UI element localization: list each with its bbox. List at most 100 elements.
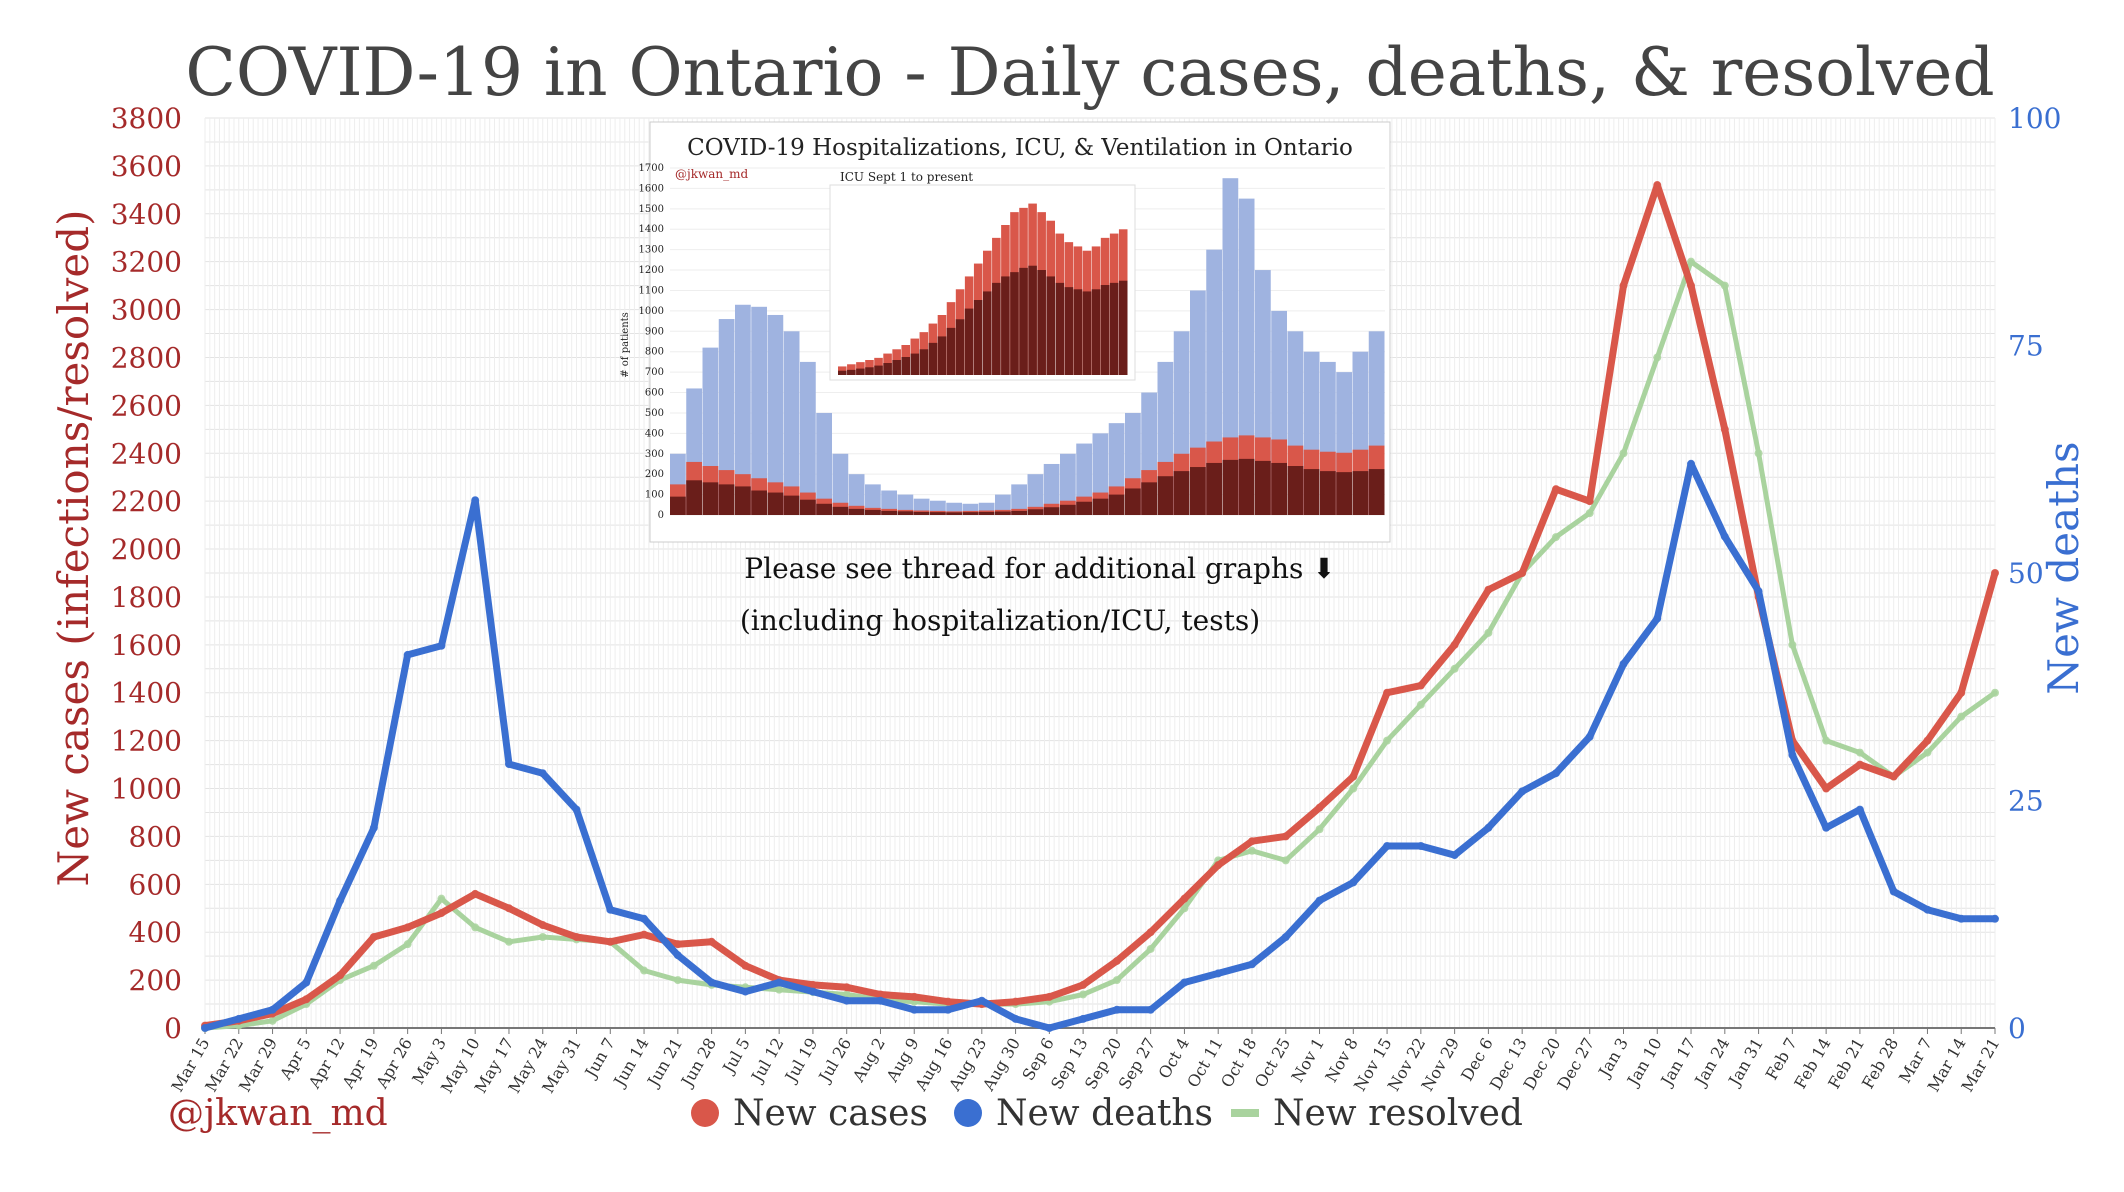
inset-tick-label: 1100 [639,285,664,296]
inset-tick-label: 1700 [639,163,664,174]
sub-vent-bar [1109,282,1119,375]
right-tick-label: 50 [2008,557,2044,590]
inset-vent-bar [767,492,784,515]
inset-tick-label: 200 [645,469,664,480]
author-handle: @jkwan_md [168,1093,388,1134]
inset-ylabel: # of patients [620,312,631,378]
inset-vent-bar [848,508,865,515]
right-tick-label: 100 [2008,102,2061,135]
inset-tick-label: 1200 [639,265,664,276]
left-tick-label: 800 [129,820,182,853]
inset-vent-bar [962,512,979,515]
left-tick-label: 2200 [111,485,182,518]
inset-tick-label: 700 [645,367,664,378]
inset-tick-label: 600 [645,388,664,399]
inset-tick-label: 1300 [639,245,664,256]
left-tick-label: 2800 [111,341,182,374]
x-tick-label: Jul 5 [718,1035,754,1078]
inset-vent-bar [978,511,995,515]
series-line [202,259,1998,1031]
inset-vent-bar [995,511,1011,515]
inset-vent-bar [832,506,849,515]
sub-vent-bar [847,369,856,375]
sub-vent-bar [892,360,901,375]
sub-vent-bar [901,357,910,375]
x-tick-label: Jul 26 [814,1035,855,1087]
inset-vent-bar [1222,459,1239,515]
sub-vent-bar [937,336,947,375]
series-new-deaths [201,459,1999,1032]
sub-vent-bar [1010,272,1019,375]
left-tick-label: 3800 [111,102,182,135]
legend-label: New deaths [996,1093,1213,1134]
sub-vent-bar [1037,270,1046,375]
inset-vent-bar [751,490,767,515]
sub-vent-bar [1028,265,1037,375]
inset-hospital-bar [1222,178,1239,516]
inset-tick-label: 800 [645,347,664,358]
right-tick-label: 0 [2008,1012,2026,1045]
inset-vent-bar [800,499,816,515]
sub-icu-bar [847,364,856,375]
right-tick-label: 25 [2008,785,2044,818]
inset-vent-bar [1157,476,1174,515]
inset-hospital-bar [783,331,800,515]
sub-vent-bar [910,353,920,375]
inset-vent-bar [897,511,914,515]
inset-hospitalization-chart: COVID-19 Hospitalizations, ICU, & Ventil… [620,121,1391,543]
sub-vent-bar [1091,289,1101,375]
inset-hospital-bar [816,412,832,515]
inset-hospital-bar [735,304,751,515]
legend-swatch [691,1099,719,1127]
inset-vent-bar [1092,498,1109,515]
right-tick-label: 75 [2008,330,2044,363]
inset-tick-label: 500 [645,408,664,419]
sub-vent-bar [1055,282,1065,375]
inset-vent-bar [1255,460,1271,515]
inset-vent-bar [1043,507,1060,515]
inset-vent-bar [1173,471,1190,515]
inset-vent-bar [946,512,962,515]
x-tick-label: Jul 12 [747,1035,788,1087]
inset-vent-bar [1108,494,1125,515]
inset-vent-bar [1238,458,1255,515]
series-layer [201,181,1999,1032]
icu-sub-chart: ICU Sept 1 to present [829,170,1136,381]
sub-vent-bar [856,368,865,375]
inset-hospital-bar [962,503,979,515]
inset-vent-bar [1352,471,1369,515]
left-tick-label: 3400 [111,198,182,231]
left-tick-label: 400 [129,916,182,949]
left-tick-label: 3600 [111,150,182,183]
sub-vent-bar [983,291,992,375]
inset-title: COVID-19 Hospitalizations, ICU, & Ventil… [687,135,1353,161]
inset-vent-bar [1027,509,1044,515]
inset-hospital-bar [1043,463,1060,515]
inset-hospital-bar [751,306,767,515]
left-tick-label: 1400 [111,677,182,710]
left-tick-label: 1000 [111,773,182,806]
right-y-axis: 0 25 50 75 100 [2008,102,2061,1045]
left-tick-label: 1600 [111,629,182,662]
left-tick-label: 3200 [111,246,182,279]
left-tick-label: 200 [129,964,182,997]
inset-tick-label: 1500 [639,204,664,215]
left-tick-label: 2600 [111,389,182,422]
sub-vent-bar [874,365,883,375]
inset-tick-label: 0 [658,510,664,521]
series-line [201,181,1999,1030]
inset-vent-bar [1060,504,1076,515]
left-tick-label: 600 [129,868,182,901]
sub-vent-bar [928,342,938,375]
inset-vent-bar [930,512,946,515]
sub-vent-bar [946,327,956,375]
sub-vent-bar [919,349,929,375]
inset-vent-bar [816,503,832,515]
inset-vent-bar [686,480,702,515]
left-tick-label: 2400 [111,437,182,470]
inset-tick-label: 1600 [639,183,664,194]
inset-hospital-bar [767,314,784,515]
inset-vent-bar [1011,510,1027,515]
